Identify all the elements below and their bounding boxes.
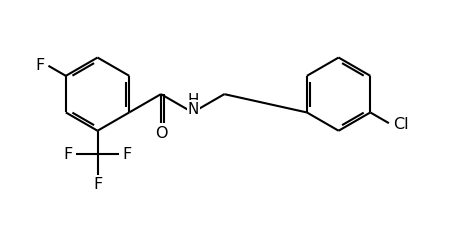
Text: F: F [64, 147, 73, 162]
Text: Cl: Cl [394, 116, 409, 131]
Text: F: F [123, 147, 132, 162]
Text: O: O [155, 126, 167, 141]
Text: H: H [188, 92, 199, 107]
Text: F: F [36, 58, 45, 73]
Text: N: N [188, 102, 199, 117]
Text: F: F [93, 176, 102, 191]
